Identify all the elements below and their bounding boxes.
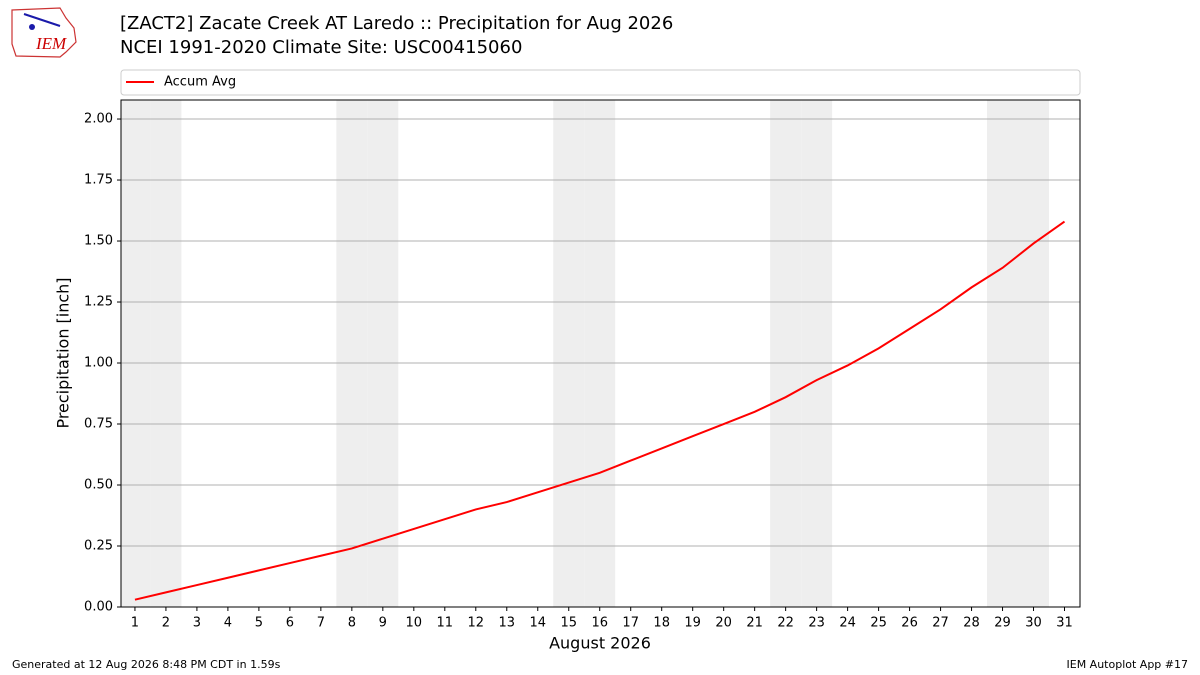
x-tick-label: 2 [162,616,170,631]
weekend-shade [336,100,368,607]
x-tick-label: 26 [901,616,918,631]
x-tick-label: 20 [715,616,732,631]
chart-subtitle: NCEI 1991-2020 Climate Site: USC00415060 [120,37,522,58]
x-tick-label: 27 [932,616,949,631]
footer-left: Generated at 12 Aug 2026 8:48 PM CDT in … [12,658,281,671]
chart-title: [ZACT2] Zacate Creek AT Laredo :: Precip… [120,13,673,34]
x-tick-label: 9 [379,616,387,631]
weekend-shade [987,100,1019,607]
x-tick-label: 28 [963,616,980,631]
logo-dot [29,24,35,30]
logo-outline [11,7,77,58]
x-tick-label: 11 [437,616,454,631]
weekend-shade [553,100,585,607]
y-tick-label: 0.25 [84,539,113,554]
x-tick-label: 17 [622,616,639,631]
x-tick-label: 23 [808,616,825,631]
x-tick-label: 6 [286,616,294,631]
x-tick-label: 29 [994,616,1011,631]
y-tick-label: 1.25 [84,295,113,310]
x-tick-label: 25 [870,616,887,631]
x-tick-label: 8 [348,616,356,631]
x-tick-label: 10 [406,616,423,631]
x-tick-label: 12 [468,616,485,631]
y-tick-label: 0.00 [84,600,113,615]
plot-frame [120,99,1081,608]
weekend-shade [121,100,151,607]
logo-mast [23,13,61,27]
x-tick-label: 18 [653,616,670,631]
logo: IEM [11,7,77,58]
x-tick-label: 7 [317,616,325,631]
y-tick-label: 0.75 [84,417,113,432]
data-line [134,220,1066,601]
x-tick-label: 3 [193,616,201,631]
weekend-shade [367,100,399,607]
weekend-shade [150,100,182,607]
x-tick-label: 19 [684,616,701,631]
x-tick-label: 22 [777,616,794,631]
logo-text: IEM [35,34,67,53]
weekend-shade [770,100,802,607]
x-tick-label: 5 [255,616,263,631]
x-tick-label: 4 [224,616,232,631]
x-tick-label: 16 [591,616,608,631]
y-tick-label: 2.00 [84,112,113,127]
x-tick-label: 1 [131,616,139,631]
x-tick-label: 13 [498,616,515,631]
weekend-shade [801,100,833,607]
legend-label: Accum Avg [164,75,236,90]
y-tick-label: 1.00 [84,356,113,371]
x-tick-label: 14 [529,616,546,631]
x-tick-label: 30 [1025,616,1042,631]
x-tick-label: 21 [746,616,763,631]
x-tick-label: 15 [560,616,577,631]
y-tick-label: 1.50 [84,234,113,249]
weekend-shade [1018,100,1050,607]
y-axis-label: Precipitation [inch] [54,277,73,428]
x-tick-label: 31 [1056,616,1073,631]
legend-box [120,69,1081,96]
x-tick-label: 24 [839,616,856,631]
x-axis-label: August 2026 [549,634,651,653]
weekend-shade [584,100,616,607]
footer-right: IEM Autoplot App #17 [1067,658,1189,671]
y-tick-label: 0.50 [84,478,113,493]
y-tick-label: 1.75 [84,173,113,188]
